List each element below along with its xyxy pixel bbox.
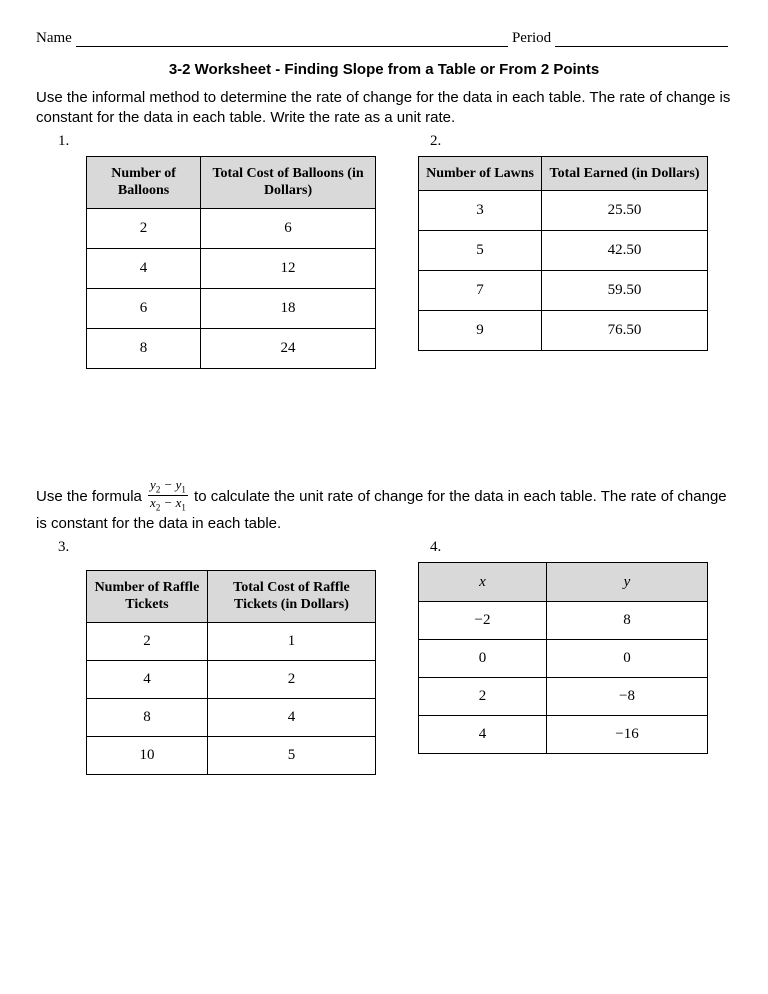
- table-header: Total Cost of Raffle Tickets (in Dollars…: [207, 570, 375, 622]
- problem-number: 1.: [58, 133, 376, 150]
- table-cell: 59.50: [542, 271, 708, 311]
- table-cell: −16: [546, 716, 707, 754]
- table-header: Number of Balloons: [87, 156, 201, 208]
- header-row: Name Period: [36, 30, 732, 47]
- table-cell: 3: [419, 191, 542, 231]
- table-cell: 4: [87, 660, 208, 698]
- table-cell: 8: [546, 602, 707, 640]
- section1-problem-row: 1. Number of Balloons Total Cost of Ball…: [36, 133, 732, 369]
- table-xy: x y −28 00 2−8 4−16: [418, 562, 708, 755]
- problem-number: 4.: [430, 539, 732, 556]
- table-cell: 5: [207, 736, 375, 774]
- table-balloons: Number of Balloons Total Cost of Balloon…: [86, 156, 376, 369]
- name-blank-line: [76, 32, 508, 47]
- table-cell: 24: [201, 328, 376, 368]
- table-cell: 25.50: [542, 191, 708, 231]
- table-cell: 10: [87, 736, 208, 774]
- section2-problem-row: 3. Number of Raffle Tickets Total Cost o…: [36, 539, 732, 775]
- table-header: Total Earned (in Dollars): [542, 156, 708, 191]
- table-cell: 76.50: [542, 311, 708, 351]
- table-header: Number of Lawns: [419, 156, 542, 191]
- table-cell: 4: [207, 698, 375, 736]
- table-cell: 6: [201, 208, 376, 248]
- table-cell: 0: [546, 640, 707, 678]
- table-cell: 2: [87, 208, 201, 248]
- table-header: Number of Raffle Tickets: [87, 570, 208, 622]
- table-cell: 4: [419, 716, 547, 754]
- problem-number: 3.: [58, 539, 376, 556]
- table-cell: 8: [87, 328, 201, 368]
- table-cell: −8: [546, 678, 707, 716]
- table-cell: 9: [419, 311, 542, 351]
- table-cell: 42.50: [542, 231, 708, 271]
- table-lawns: Number of Lawns Total Earned (in Dollars…: [418, 156, 708, 352]
- problem-2: 2. Number of Lawns Total Earned (in Doll…: [408, 133, 732, 369]
- table-cell: 8: [87, 698, 208, 736]
- problem-4: 4. x y −28 00 2−8 4−16: [408, 539, 732, 755]
- table-raffle: Number of Raffle Tickets Total Cost of R…: [86, 570, 376, 775]
- table-cell: 18: [201, 288, 376, 328]
- table-cell: 7: [419, 271, 542, 311]
- table-header: Total Cost of Balloons (in Dollars): [201, 156, 376, 208]
- table-cell: 5: [419, 231, 542, 271]
- table-cell: 0: [419, 640, 547, 678]
- period-blank-line: [555, 32, 728, 47]
- table-cell: 6: [87, 288, 201, 328]
- table-header: y: [546, 562, 707, 602]
- problem-number: 2.: [430, 133, 732, 150]
- problem-1: 1. Number of Balloons Total Cost of Ball…: [36, 133, 376, 369]
- problem-3: 3. Number of Raffle Tickets Total Cost o…: [36, 539, 376, 775]
- table-header: x: [419, 562, 547, 602]
- table-cell: 2: [207, 660, 375, 698]
- table-cell: −2: [419, 602, 547, 640]
- period-label: Period: [512, 30, 551, 47]
- instructions-pre: Use the formula: [36, 487, 146, 504]
- table-cell: 2: [419, 678, 547, 716]
- table-cell: 1: [207, 622, 375, 660]
- slope-formula: y2 − y1x2 − x1: [148, 478, 188, 514]
- table-cell: 4: [87, 248, 201, 288]
- section1-instructions: Use the informal method to determine the…: [36, 88, 732, 129]
- table-cell: 2: [87, 622, 208, 660]
- section2-instructions: Use the formula y2 − y1x2 − x1 to calcul…: [36, 479, 732, 535]
- table-cell: 12: [201, 248, 376, 288]
- name-label: Name: [36, 30, 72, 47]
- worksheet-title: 3-2 Worksheet - Finding Slope from a Tab…: [36, 61, 732, 78]
